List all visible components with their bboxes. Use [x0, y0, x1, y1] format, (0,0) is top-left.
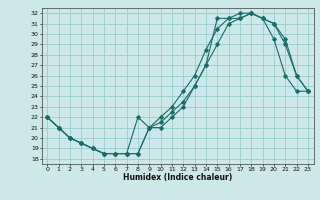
X-axis label: Humidex (Indice chaleur): Humidex (Indice chaleur)	[123, 173, 232, 182]
